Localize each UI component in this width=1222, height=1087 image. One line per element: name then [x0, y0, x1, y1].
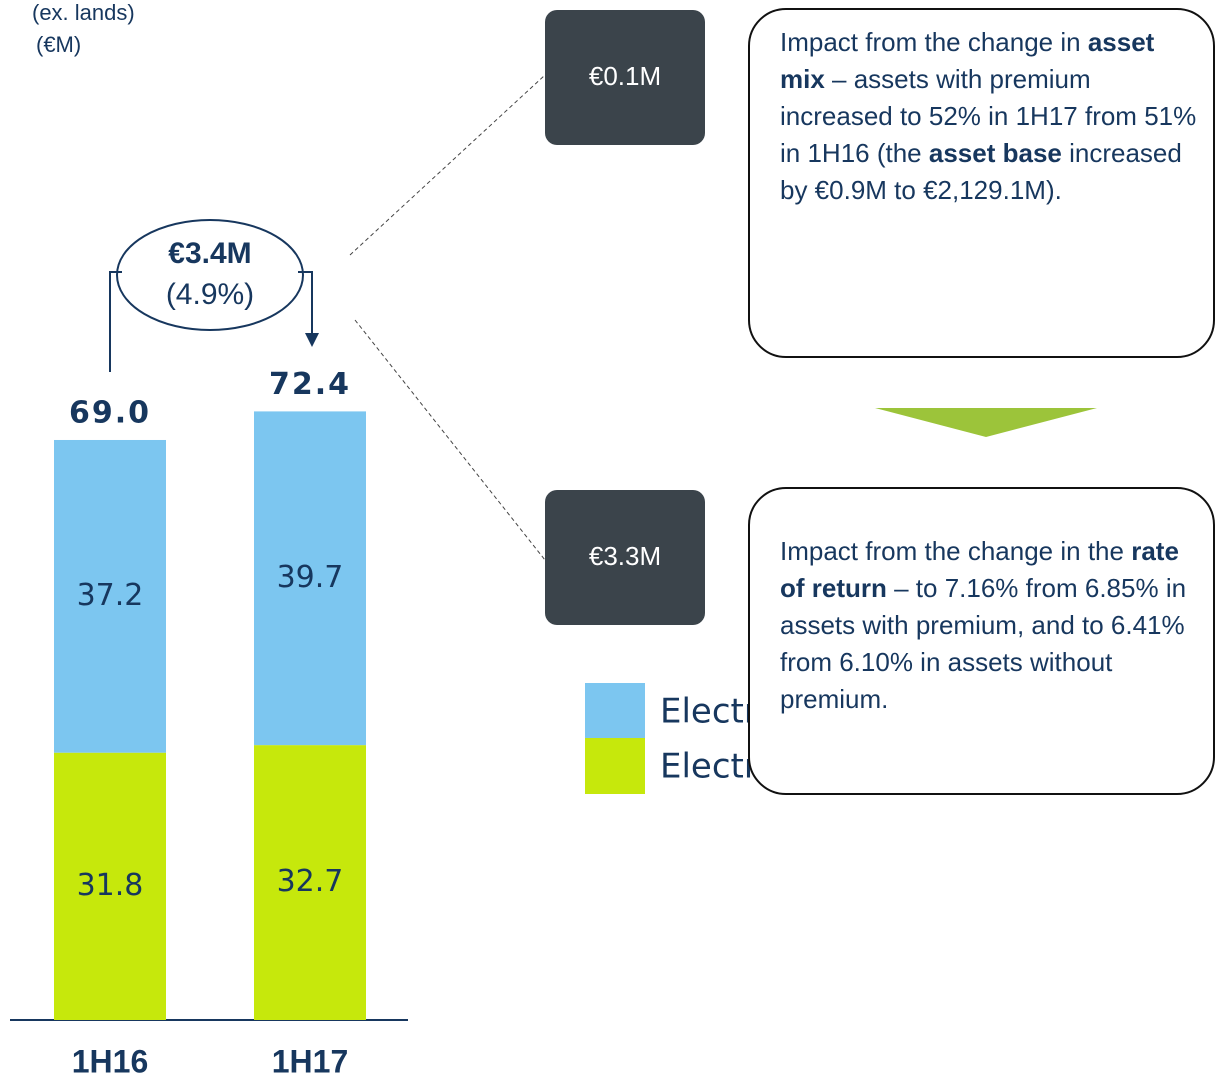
change-amount: €3.4M	[168, 237, 251, 270]
legend-swatch	[585, 683, 645, 739]
bar-segment	[254, 411, 366, 746]
callout-text: Impact from the change in	[780, 27, 1088, 57]
arrow-head	[305, 333, 319, 347]
subtitle: (ex. lands)	[32, 0, 135, 25]
callout-text: – to 7.16% from 6.85% in assets with pre…	[780, 573, 1187, 714]
impact-box	[545, 490, 705, 625]
callout-text: asset base	[928, 138, 1062, 168]
impact-value: €0.1M	[589, 61, 661, 91]
change-percent: (4.9%)	[166, 278, 254, 311]
connector	[354, 319, 546, 561]
legend-swatch	[585, 738, 645, 794]
x-tick-label: 1H16	[72, 1043, 149, 1079]
bracket	[298, 271, 313, 335]
connector	[349, 74, 546, 256]
total-label: 69.0	[69, 395, 151, 430]
segment-label: 37.2	[77, 578, 144, 613]
subtitle: (€M)	[36, 32, 81, 57]
callout-text: Impact from the change in the	[780, 536, 1132, 566]
callout-text: increased by €0.9M to €2,129.1M).	[780, 138, 1182, 205]
bar-segment	[54, 752, 166, 1020]
callout-text: – assets with premium increased to 52% i…	[780, 64, 1197, 168]
impact-value: €3.3M	[589, 541, 661, 571]
callout: Impact from the change in the rate of re…	[748, 487, 1215, 795]
bar-segment	[254, 745, 366, 1020]
total-label: 72.4	[269, 367, 351, 402]
change-ellipse	[116, 219, 304, 331]
segment-label: 32.7	[277, 864, 344, 899]
bar-segment	[54, 439, 166, 753]
down-arrow	[875, 408, 1097, 437]
callout: Impact from the change in asset mix – as…	[748, 8, 1215, 358]
callout-text: asset mix	[780, 27, 1155, 94]
bracket	[109, 271, 122, 372]
segment-label: 31.8	[77, 868, 144, 903]
x-tick-label: 1H17	[272, 1043, 349, 1079]
segment-label: 39.7	[277, 560, 344, 595]
callout-text: rate of return	[780, 536, 1179, 603]
impact-box	[545, 10, 705, 145]
